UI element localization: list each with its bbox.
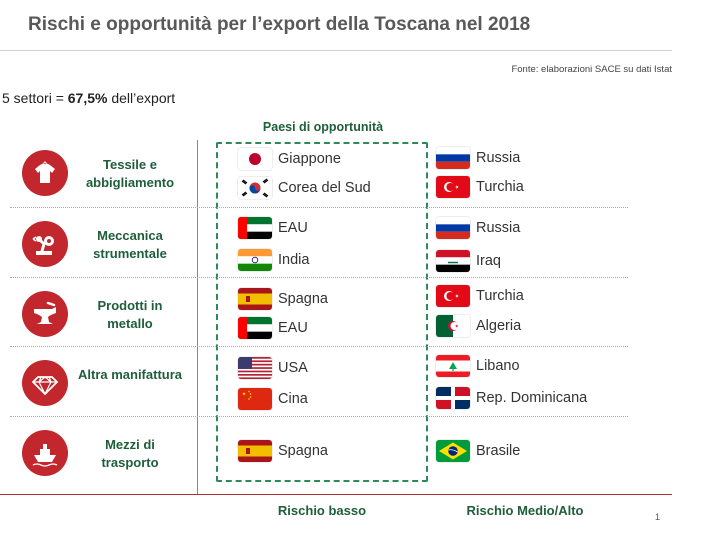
country-item: Turchia <box>436 176 524 198</box>
page-number: 1 <box>655 512 661 522</box>
summary-suffix: dell’export <box>107 90 176 106</box>
country-item: Cina <box>238 388 308 410</box>
country-item: India <box>238 249 309 271</box>
country-name: Algeria <box>476 318 522 334</box>
opportunity-box <box>216 142 428 482</box>
flag-es-icon <box>238 440 272 462</box>
country-item: Turchia <box>436 285 524 307</box>
row-divider <box>10 416 628 417</box>
row-divider <box>10 346 628 347</box>
country-name: USA <box>278 360 308 376</box>
flag-jp-icon <box>238 148 272 170</box>
country-name: EAU <box>278 220 308 236</box>
country-name: Spagna <box>278 443 328 459</box>
flag-ae-icon <box>238 317 272 339</box>
diamond-icon <box>22 360 68 406</box>
country-name: Libano <box>476 358 520 374</box>
flag-tr-icon <box>436 176 470 198</box>
flag-us-icon <box>238 357 272 379</box>
country-name: India <box>278 252 310 268</box>
country-item: Russia <box>436 147 520 169</box>
country-item: Spagna <box>238 440 328 462</box>
flag-br-icon <box>436 440 470 462</box>
ship-icon <box>22 430 68 476</box>
robot-arm-icon <box>22 221 68 267</box>
sector-label: Meccanica strumentale <box>93 228 167 261</box>
country-item: Algeria <box>436 315 521 337</box>
high-risk-label: Rischio Medio/Alto <box>466 503 584 518</box>
title-divider <box>0 50 672 51</box>
opportunity-header: Paesi di opportunità <box>262 120 384 134</box>
footer-divider <box>0 494 672 495</box>
country-name: Rep. Dominicana <box>476 390 588 406</box>
country-name: EAU <box>278 320 308 336</box>
flag-iq-icon <box>436 250 470 272</box>
country-item: Rep. Dominicana <box>436 387 587 409</box>
country-name: Russia <box>476 150 521 166</box>
country-item: Spagna <box>238 288 328 310</box>
flag-ru-icon <box>436 147 470 169</box>
country-name: Cina <box>278 391 308 407</box>
summary-value: 67,5% <box>67 90 108 106</box>
country-name: Brasile <box>476 443 521 459</box>
flag-tr-icon <box>436 285 470 307</box>
row-divider <box>10 207 628 208</box>
country-item: Corea del Sud <box>238 177 371 199</box>
anvil-icon <box>22 291 68 337</box>
flag-ae-icon <box>238 217 272 239</box>
flag-do-icon <box>436 387 470 409</box>
country-item: EAU <box>238 317 308 339</box>
country-name: Corea del Sud <box>278 180 371 196</box>
flag-dz-icon <box>436 315 470 337</box>
summary-line: 5 settori = 67,5% dell’export <box>2 90 175 106</box>
flag-kr-icon <box>238 177 272 199</box>
country-name: Russia <box>476 220 521 236</box>
country-name: Spagna <box>278 291 328 307</box>
country-item: EAU <box>238 217 308 239</box>
country-name: Iraq <box>476 253 501 269</box>
page-title: Rischi e opportunità per l’export della … <box>28 14 531 35</box>
low-risk-label: Rischio basso <box>277 503 367 518</box>
sector-label: Mezzi di trasporto <box>101 437 159 470</box>
sector-label: Prodotti in metallo <box>97 298 163 331</box>
sector-label: Altra manifattura <box>77 367 183 382</box>
flag-es-icon <box>238 288 272 310</box>
flag-in-icon <box>238 249 272 271</box>
country-item: Brasile <box>436 440 520 462</box>
country-item: Iraq <box>436 250 501 272</box>
flag-lb-icon <box>436 355 470 377</box>
tshirt-icon <box>22 150 68 196</box>
source-note: Fonte: elaborazioni SACE su dati Istat <box>511 64 672 75</box>
country-name: Turchia <box>476 179 524 195</box>
summary-prefix: 5 settori = <box>2 90 68 106</box>
country-item: Giappone <box>238 148 341 170</box>
column-divider <box>197 140 198 494</box>
flag-ru-icon <box>436 217 470 239</box>
country-item: USA <box>238 357 308 379</box>
country-name: Turchia <box>476 288 524 304</box>
country-item: Libano <box>436 355 520 377</box>
sector-label: Tessile e abbigliamento <box>85 157 175 190</box>
flag-cn-icon <box>238 388 272 410</box>
row-divider <box>10 277 628 278</box>
country-item: Russia <box>436 217 520 239</box>
country-name: Giappone <box>278 151 341 167</box>
